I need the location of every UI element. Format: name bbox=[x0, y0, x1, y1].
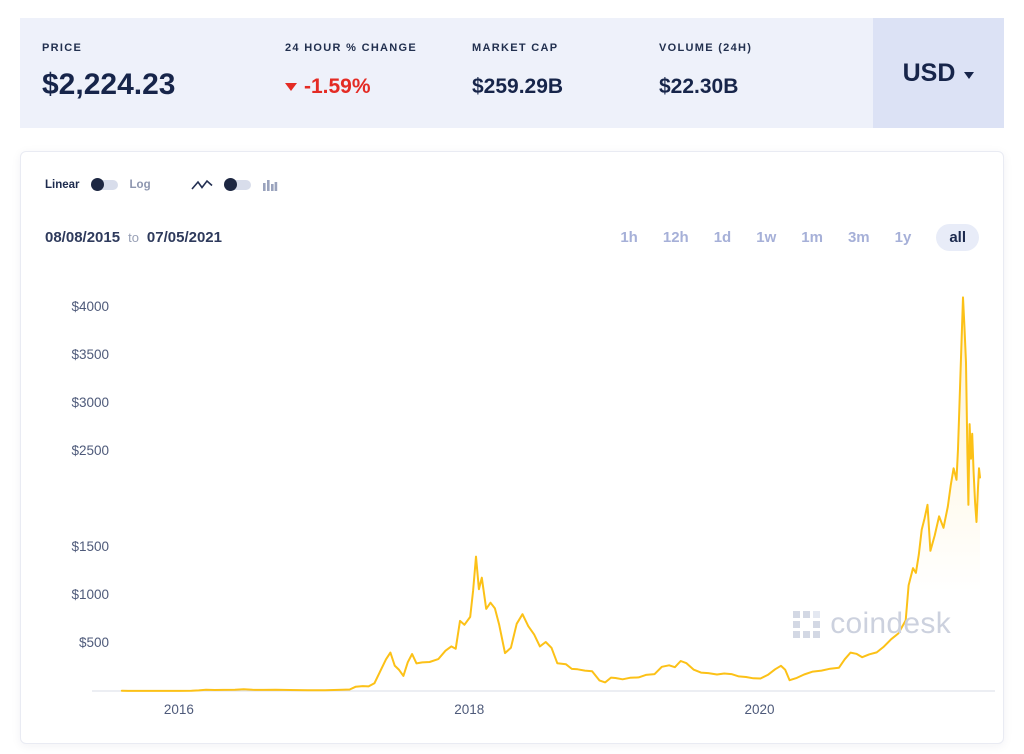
chart-card: Linear Log 08/08/2015 to 0 bbox=[20, 151, 1004, 744]
stat-volume: VOLUME (24H) $22.30B bbox=[659, 43, 752, 128]
change-label: 24 HOUR % CHANGE bbox=[285, 42, 418, 54]
y-tick-label: $1500 bbox=[71, 539, 109, 554]
y-tick-label: $3000 bbox=[71, 395, 109, 410]
range-buttons: 1h 12h 1d 1w 1m 3m 1y all bbox=[620, 224, 979, 251]
y-tick-label: $1000 bbox=[71, 587, 109, 602]
scale-toggle[interactable] bbox=[90, 178, 118, 191]
bar-chart-icon[interactable] bbox=[262, 178, 278, 192]
coindesk-logo-icon bbox=[793, 610, 821, 638]
y-tick-label: $2500 bbox=[71, 443, 109, 458]
stat-24h-change: 24 HOUR % CHANGE -1.59% bbox=[285, 43, 472, 128]
range-button-1d[interactable]: 1d bbox=[713, 229, 732, 246]
range-button-3m[interactable]: 3m bbox=[847, 229, 870, 246]
stat-market-cap: MARKET CAP $259.29B bbox=[472, 43, 659, 128]
linear-scale-label[interactable]: Linear bbox=[45, 179, 80, 191]
chart-type-controls bbox=[190, 178, 278, 192]
range-button-1h[interactable]: 1h bbox=[620, 229, 638, 246]
price-area-fill bbox=[121, 297, 981, 691]
log-scale-label[interactable]: Log bbox=[129, 179, 151, 191]
chart-area: coindesk $4000 $3500 $3000 $2500 $1500 $1000 $… bbox=[21, 273, 1003, 733]
price-chart[interactable] bbox=[21, 273, 1003, 733]
range-button-1y[interactable]: 1y bbox=[894, 229, 912, 246]
down-arrow-icon bbox=[285, 82, 297, 91]
page: { "header": { "stats": [ { "label": "PRI… bbox=[0, 18, 1024, 754]
price-line bbox=[120, 296, 981, 692]
range-button-1w[interactable]: 1w bbox=[756, 229, 777, 246]
price-value: $2,224.23 bbox=[42, 68, 176, 101]
currency-selector-value: USD bbox=[902, 58, 956, 87]
y-tick-label: $4000 bbox=[71, 299, 109, 314]
date-range-start: 08/08/2015 bbox=[45, 229, 121, 246]
market-cap-label: MARKET CAP bbox=[472, 42, 559, 54]
date-range-separator: to bbox=[128, 230, 139, 245]
scale-toggle-knob bbox=[90, 178, 104, 191]
change-value-row: -1.59% bbox=[285, 76, 472, 97]
line-chart-icon[interactable] bbox=[190, 179, 213, 192]
x-tick-label: 2018 bbox=[454, 702, 485, 717]
chart-controls: Linear Log 08/08/2015 to 0 bbox=[21, 152, 1003, 251]
market-cap-value: $259.29B bbox=[472, 75, 564, 98]
y-tick-label: $3500 bbox=[71, 347, 109, 362]
chart-type-toggle[interactable] bbox=[223, 178, 251, 191]
price-label: PRICE bbox=[42, 42, 83, 54]
date-and-range-controls: 08/08/2015 to 07/05/2021 1h 12h 1d 1w 1m… bbox=[45, 224, 979, 251]
volume-value: $22.30B bbox=[659, 75, 739, 98]
volume-label: VOLUME (24H) bbox=[659, 42, 753, 54]
price-header: PRICE $2,224.23 24 HOUR % CHANGE -1.59% … bbox=[20, 18, 1004, 128]
chevron-down-icon bbox=[964, 72, 975, 79]
y-tick-label: $500 bbox=[78, 635, 109, 650]
x-tick-label: 2016 bbox=[163, 702, 194, 717]
coindesk-logo-text: coindesk bbox=[830, 607, 951, 640]
range-button-1m[interactable]: 1m bbox=[801, 229, 823, 246]
range-button-all[interactable]: all bbox=[936, 224, 979, 251]
range-button-12h[interactable]: 12h bbox=[662, 229, 689, 246]
coindesk-watermark: coindesk bbox=[793, 607, 951, 641]
date-range-end: 07/05/2021 bbox=[146, 229, 222, 246]
x-tick-label: 2020 bbox=[744, 702, 775, 717]
change-value: -1.59% bbox=[304, 75, 371, 98]
currency-selector[interactable]: USD bbox=[873, 18, 1004, 128]
stat-price: PRICE $2,224.23 bbox=[42, 43, 285, 128]
chart-type-toggle-knob bbox=[223, 178, 237, 191]
stats-row: PRICE $2,224.23 24 HOUR % CHANGE -1.59% … bbox=[20, 18, 873, 128]
scale-and-type-controls: Linear Log bbox=[45, 178, 979, 192]
date-range: 08/08/2015 to 07/05/2021 bbox=[45, 229, 222, 246]
